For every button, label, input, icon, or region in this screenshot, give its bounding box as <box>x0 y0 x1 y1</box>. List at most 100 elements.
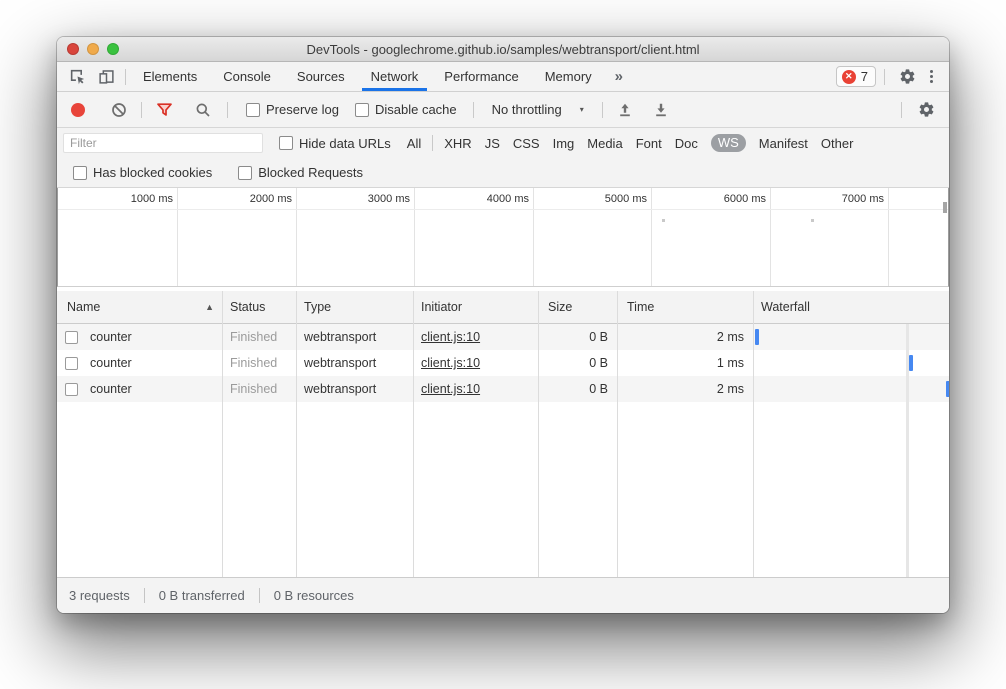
search-button[interactable] <box>189 97 217 123</box>
clear-network-log-button[interactable] <box>105 97 133 123</box>
network-settings-button[interactable] <box>912 97 941 123</box>
table-row[interactable]: counter Finished webtransport client.js:… <box>57 350 949 376</box>
export-har-button[interactable] <box>647 97 675 123</box>
separator <box>472 101 474 118</box>
waterfall-cell <box>753 376 949 402</box>
more-tabs-button[interactable]: » <box>614 68 624 85</box>
blocked-requests-checkbox[interactable]: Blocked Requests <box>238 165 363 180</box>
row-checkbox[interactable] <box>65 330 78 344</box>
column-header-status[interactable]: Status <box>230 300 266 314</box>
tick-label: 7000 ms <box>841 193 884 205</box>
filter-type-doc[interactable]: Doc <box>674 135 698 151</box>
column-header-type[interactable]: Type <box>304 300 332 314</box>
throttling-select[interactable]: No throttling ▾ <box>492 102 584 117</box>
inspect-element-button[interactable] <box>63 64 92 90</box>
row-checkbox[interactable] <box>65 356 78 370</box>
more-options-button[interactable] <box>922 70 941 83</box>
tick-label: 1000 ms <box>130 193 173 205</box>
error-count-badge[interactable]: ✕ 7 <box>835 66 876 87</box>
checkbox-box <box>238 165 253 180</box>
filter-type-font[interactable]: Font <box>635 135 662 151</box>
initiator-link[interactable]: client.js:10 <box>421 330 481 344</box>
column-header-time[interactable]: Time <box>627 300 655 314</box>
dot <box>930 80 933 83</box>
gear-icon <box>899 68 916 85</box>
filter-type-all[interactable]: All <box>406 135 422 151</box>
filter-type-other[interactable]: Other <box>820 135 854 151</box>
waterfall-cell <box>753 350 949 376</box>
column-divider[interactable] <box>222 291 223 577</box>
filter-type-manifest[interactable]: Manifest <box>758 135 808 151</box>
filter-input[interactable] <box>63 133 263 153</box>
tick-label: 6000 ms <box>723 193 766 205</box>
preserve-log-checkbox[interactable]: Preserve log <box>246 102 339 117</box>
has-blocked-cookies-checkbox[interactable]: Has blocked cookies <box>73 165 212 180</box>
gridline <box>770 188 771 286</box>
gridline <box>533 188 534 286</box>
hide-data-urls-checkbox[interactable]: Hide data URLs <box>279 136 391 151</box>
overview-activity-mark <box>662 219 665 222</box>
initiator-link[interactable]: client.js:10 <box>421 356 481 370</box>
close-button[interactable] <box>67 43 79 55</box>
filter-type-img[interactable]: Img <box>552 135 575 151</box>
tab-console[interactable]: Console <box>223 69 271 84</box>
filter-type-media[interactable]: Media <box>587 135 623 151</box>
inspect-cursor-icon <box>69 68 86 85</box>
column-divider[interactable] <box>617 291 618 577</box>
separator <box>884 68 885 85</box>
tabbar-right-group: ✕ 7 <box>835 64 949 90</box>
traffic-lights <box>67 37 119 61</box>
gridline <box>414 188 415 286</box>
column-header-size[interactable]: Size <box>548 300 573 314</box>
column-header-name[interactable]: Name ▲ <box>67 300 214 314</box>
tab-memory[interactable]: Memory <box>544 69 592 84</box>
tick-label: 2000 ms <box>249 193 292 205</box>
filter-type-js[interactable]: JS <box>484 135 500 151</box>
table-header: Name ▲ Status Type Initiator Size Time W… <box>57 291 949 324</box>
checkbox-box <box>73 165 87 180</box>
row-checkbox[interactable] <box>65 382 78 396</box>
column-header-initiator[interactable]: Initiator <box>421 300 462 314</box>
filter-type-ws-selected[interactable]: WS <box>710 134 746 152</box>
filter-toggle-button[interactable] <box>150 97 179 123</box>
overview-grid: 1000 ms 2000 ms 3000 ms 4000 ms 5000 ms … <box>57 188 949 287</box>
record-network-log-button[interactable] <box>71 102 85 117</box>
tab-performance[interactable]: Performance <box>444 69 519 84</box>
tab-network[interactable]: Network <box>358 62 432 91</box>
upload-icon <box>617 102 633 118</box>
import-har-button[interactable] <box>611 97 639 123</box>
zoom-button[interactable] <box>107 43 119 55</box>
overview-scroll-thumb[interactable] <box>943 202 947 213</box>
column-divider[interactable] <box>413 291 414 577</box>
waterfall-bar <box>909 355 913 371</box>
column-header-waterfall[interactable]: Waterfall <box>761 300 810 314</box>
ruler-divider <box>58 209 948 210</box>
initiator-link[interactable]: client.js:10 <box>421 382 481 396</box>
titlebar[interactable]: DevTools - googlechrome.github.io/sample… <box>57 37 949 62</box>
request-size: 0 B <box>589 330 608 344</box>
throttling-value: No throttling <box>491 102 562 117</box>
request-time: 2 ms <box>716 382 744 396</box>
settings-button[interactable] <box>893 64 922 90</box>
minimize-button[interactable] <box>87 43 99 55</box>
column-divider[interactable] <box>538 291 539 577</box>
request-name: counter <box>90 330 132 344</box>
filter-type-xhr[interactable]: XHR <box>444 135 472 151</box>
column-divider[interactable] <box>753 291 754 577</box>
table-row[interactable]: counter Finished webtransport client.js:… <box>57 324 949 350</box>
column-divider[interactable] <box>296 291 297 577</box>
separator <box>901 101 902 118</box>
device-toolbar-button[interactable] <box>92 64 121 90</box>
tab-sources[interactable]: Sources <box>296 69 345 84</box>
separator <box>601 101 603 118</box>
separator <box>125 68 126 85</box>
filter-type-css[interactable]: CSS <box>512 135 540 151</box>
request-size: 0 B <box>589 356 608 370</box>
block-icon <box>111 102 127 118</box>
request-time: 1 ms <box>716 356 744 370</box>
disable-cache-checkbox[interactable]: Disable cache <box>354 102 457 117</box>
table-row[interactable]: counter Finished webtransport client.js:… <box>57 376 949 402</box>
tab-elements[interactable]: Elements <box>143 69 198 84</box>
network-overview[interactable]: 1000 ms 2000 ms 3000 ms 4000 ms 5000 ms … <box>57 188 949 291</box>
tick-label: 3000 ms <box>367 193 410 205</box>
